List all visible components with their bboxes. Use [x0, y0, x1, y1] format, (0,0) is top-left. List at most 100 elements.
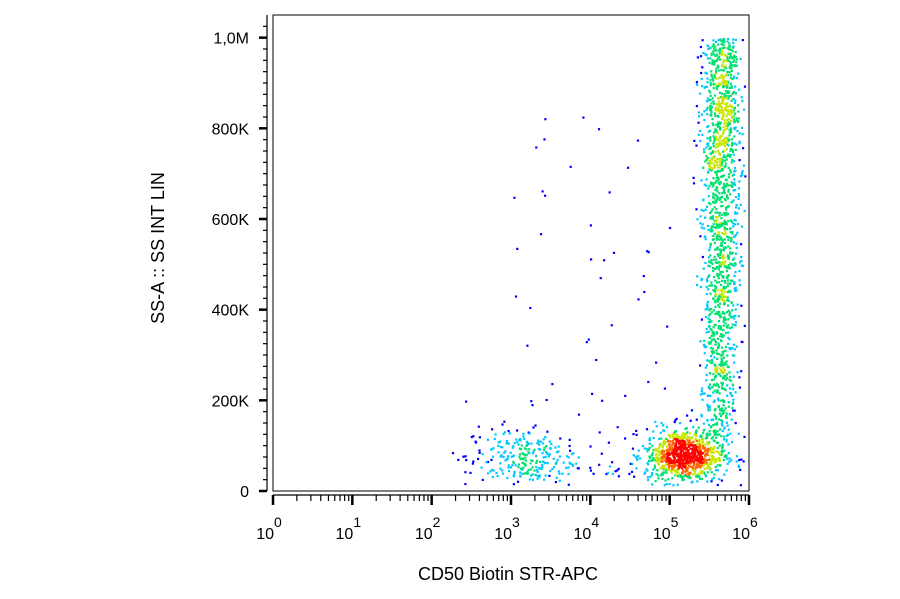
event-point	[705, 72, 709, 75]
event-point	[728, 387, 731, 390]
event-point	[709, 182, 713, 185]
event-point	[715, 216, 718, 219]
event-point	[669, 447, 672, 450]
event-point	[731, 141, 734, 144]
event-point	[725, 360, 728, 363]
event-point	[720, 361, 723, 364]
event-point	[710, 216, 713, 219]
event-point	[710, 284, 714, 287]
event-point	[696, 83, 699, 86]
event-point	[734, 314, 737, 317]
event-point	[721, 335, 724, 338]
event-point	[718, 225, 722, 228]
event-point	[712, 124, 715, 127]
event-point	[716, 483, 719, 487]
event-point	[646, 469, 649, 472]
event-point	[717, 226, 720, 229]
event-point	[695, 462, 699, 465]
event-point	[722, 81, 725, 84]
event-point	[470, 436, 473, 439]
event-point	[642, 275, 645, 278]
event-point	[652, 448, 655, 452]
event-point	[689, 471, 692, 474]
event-point	[684, 474, 687, 478]
event-point	[652, 457, 655, 460]
event-point	[704, 473, 707, 476]
event-point	[696, 474, 699, 477]
event-point	[730, 67, 733, 70]
event-point	[735, 58, 739, 61]
event-point	[577, 413, 581, 416]
event-point	[587, 338, 590, 341]
event-point	[717, 254, 720, 257]
event-point	[721, 333, 724, 337]
event-point	[528, 432, 531, 435]
event-point	[711, 455, 714, 458]
event-point	[728, 42, 731, 45]
event-point	[725, 311, 728, 314]
event-point	[731, 56, 734, 59]
event-point	[724, 407, 727, 410]
event-point	[556, 458, 559, 462]
event-point	[478, 449, 481, 452]
event-point	[551, 383, 554, 386]
event-point	[706, 467, 709, 470]
event-point	[670, 447, 673, 450]
event-point	[668, 469, 671, 472]
event-point	[733, 101, 737, 105]
event-point	[713, 290, 717, 293]
event-point	[704, 235, 707, 238]
event-point	[714, 130, 717, 133]
event-point	[733, 56, 736, 59]
event-point	[735, 455, 738, 458]
event-point	[727, 309, 730, 312]
event-point	[719, 270, 722, 273]
event-point	[702, 422, 705, 425]
event-point	[701, 85, 704, 88]
event-point	[712, 47, 716, 50]
event-point	[715, 161, 718, 164]
event-point	[726, 84, 729, 87]
event-point	[733, 127, 736, 130]
event-point	[707, 464, 711, 467]
event-point	[719, 315, 722, 318]
event-point	[719, 127, 722, 130]
event-point	[720, 333, 723, 336]
event-point	[716, 423, 719, 426]
event-point	[490, 468, 493, 472]
event-point	[714, 340, 718, 344]
event-point	[525, 444, 528, 447]
event-point	[726, 267, 729, 270]
event-point	[715, 186, 718, 189]
event-point	[728, 110, 731, 113]
event-point	[686, 467, 689, 470]
event-point	[722, 363, 725, 367]
event-point	[694, 469, 697, 472]
event-point	[707, 317, 710, 320]
event-point	[723, 192, 726, 195]
event-point	[733, 324, 737, 327]
event-point	[726, 55, 729, 58]
event-point	[568, 438, 571, 441]
event-point	[637, 298, 640, 301]
event-point	[663, 450, 666, 453]
event-point	[523, 447, 526, 450]
event-point	[722, 190, 725, 193]
event-point	[719, 464, 722, 467]
event-point	[471, 462, 474, 465]
event-point	[715, 235, 718, 239]
event-point	[494, 433, 497, 436]
event-point	[720, 213, 724, 216]
event-point	[710, 450, 713, 453]
event-point	[661, 452, 664, 455]
event-point	[706, 57, 709, 60]
event-point	[721, 288, 724, 291]
event-point	[692, 176, 695, 179]
event-point	[727, 331, 730, 334]
event-point	[730, 48, 733, 51]
event-point	[712, 145, 715, 148]
event-point	[729, 251, 732, 254]
event-point	[681, 439, 684, 442]
event-point	[643, 472, 646, 475]
event-point	[723, 54, 727, 57]
